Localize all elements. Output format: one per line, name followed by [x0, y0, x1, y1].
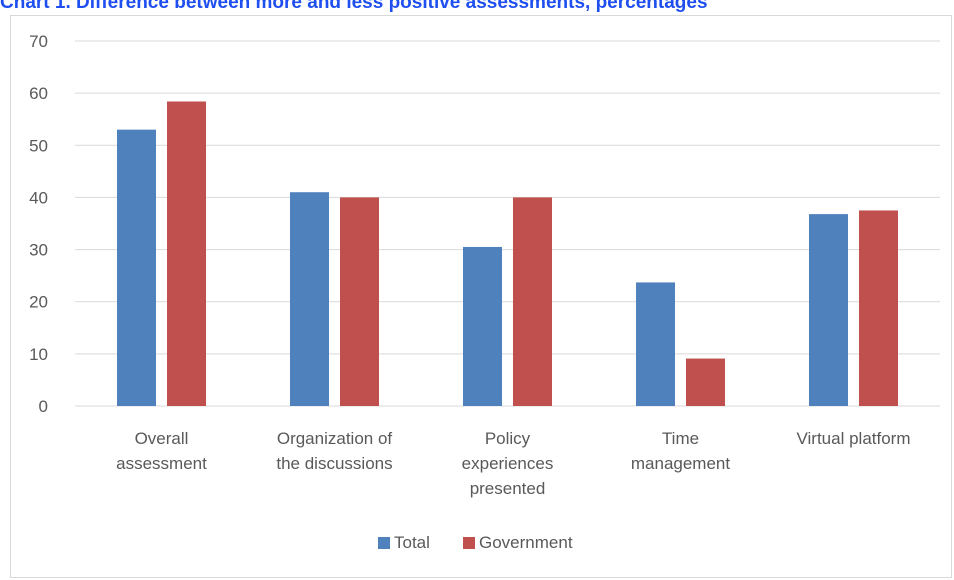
bar-total-5 [809, 214, 848, 406]
y-tick-label: 50 [29, 136, 48, 155]
y-axis-ticks: 0 10 20 30 40 50 60 70 [29, 32, 48, 416]
y-tick-label: 30 [29, 241, 48, 260]
x-category-label: Organization of the discussions [276, 429, 392, 473]
x-category-label: Time management [631, 429, 731, 473]
y-tick-label: 40 [29, 188, 48, 207]
x-axis-labels: Overall assessment Organization of the disc… [116, 429, 910, 498]
bar-total-2 [290, 192, 329, 406]
bar-government-4 [686, 358, 725, 406]
x-category-label: Overall assessment [116, 429, 207, 473]
legend-swatch-government [463, 537, 475, 549]
y-tick-label: 0 [39, 397, 48, 416]
legend-label-total: Total [394, 533, 430, 552]
y-tick-label: 70 [29, 32, 48, 51]
bars [117, 101, 898, 406]
bar-government-1 [167, 101, 206, 406]
bar-government-3 [513, 197, 552, 406]
y-tick-label: 60 [29, 84, 48, 103]
gridlines [75, 40, 940, 407]
legend: Total Government [378, 533, 573, 552]
bar-government-5 [859, 210, 898, 406]
x-category-label: Policy experiences presented [462, 429, 554, 498]
bar-total-1 [117, 129, 156, 406]
y-tick-label: 20 [29, 293, 48, 312]
chart-title: Chart 1. Difference between more and les… [0, 0, 708, 13]
legend-label-government: Government [479, 533, 573, 552]
bar-total-3 [463, 246, 502, 406]
y-tick-label: 10 [29, 345, 48, 364]
legend-swatch-total [378, 537, 390, 549]
x-category-label: Virtual platform [796, 429, 910, 448]
bar-government-2 [340, 197, 379, 406]
bar-total-4 [636, 282, 675, 406]
